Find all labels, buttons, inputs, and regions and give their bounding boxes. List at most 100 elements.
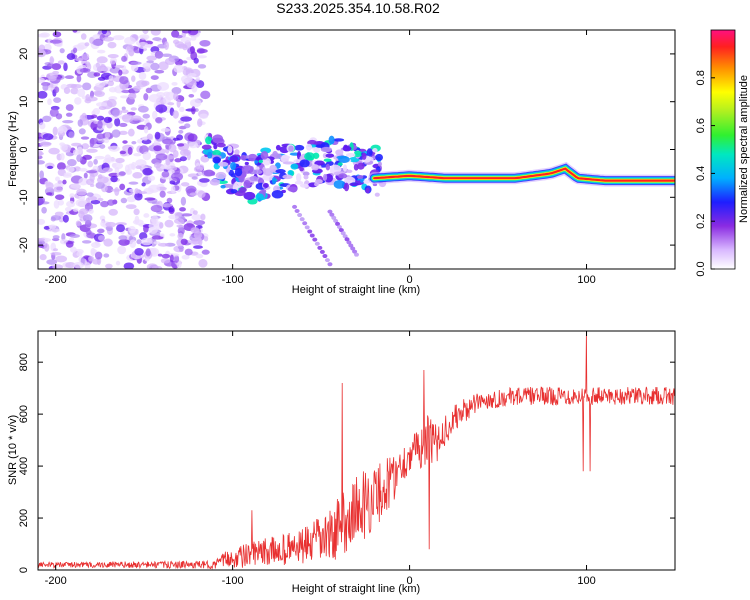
spectrogram-blob: [41, 81, 51, 87]
spectrogram-blob: [307, 229, 313, 234]
spectrogram-blob: [338, 156, 350, 164]
spectrogram-blob: [170, 185, 176, 194]
spectrogram-blob: [315, 144, 325, 148]
spectrogram-blob: [57, 60, 65, 65]
spectrogram-blob: [342, 164, 348, 172]
spectrogram-blob: [116, 224, 126, 233]
spectrogram-blob: [325, 163, 331, 171]
spectrogram-blob: [192, 210, 198, 215]
spectrogram-blob: [133, 85, 141, 92]
spectrogram-blob: [38, 139, 46, 143]
spectrogram-blob: [142, 113, 150, 119]
spectrogram-blob: [345, 153, 356, 157]
spectrogram-blob: [39, 141, 52, 147]
spectrogram-blob: [143, 125, 149, 134]
spectrogram-blob: [63, 172, 72, 177]
spectrogram-blob: [338, 173, 348, 179]
spectrogram-blob: [143, 213, 150, 218]
spectrogram-blob: [275, 144, 281, 151]
spectrogram-blob: [164, 57, 176, 66]
spectrogram-blob: [174, 218, 185, 225]
spectrogram-blob: [103, 137, 110, 144]
spectrogram-blob: [84, 42, 90, 47]
spectrogram-blob: [142, 167, 153, 176]
spectrogram-blob: [180, 182, 190, 187]
spectrogram-blob: [137, 138, 144, 144]
spectrogram-blob: [161, 253, 171, 259]
spectrogram-y-tick-label: 20: [18, 48, 30, 60]
spectrogram-blob: [181, 60, 188, 64]
spectrogram-blob: [243, 191, 256, 200]
spectrogram-blob: [199, 181, 208, 188]
spectrogram-blob: [152, 37, 162, 41]
spectrogram-blob: [55, 113, 63, 120]
spectrogram-blob: [309, 233, 315, 238]
spectrogram-x-tick-label: -100: [222, 274, 244, 286]
spectrogram-blob: [241, 164, 254, 174]
spectrogram-blob: [356, 174, 364, 180]
spectrogram-blob: [57, 180, 63, 184]
spectrogram-blob: [52, 235, 60, 239]
spectrogram-blob: [65, 262, 76, 269]
spectrogram-blob: [327, 209, 333, 214]
spectrogram-blob: [135, 165, 142, 170]
colorbar-tick-label: 0.4: [695, 166, 707, 181]
spectrogram-blob: [73, 208, 79, 212]
spectrogram-blob: [169, 180, 176, 185]
spectrogram-blob: [157, 253, 163, 257]
spectrogram-y-tick-label: -20: [18, 237, 30, 253]
spectrogram-blob: [75, 57, 84, 62]
spectrogram-blob: [90, 199, 101, 205]
spectrogram-blob: [171, 87, 182, 95]
spectrogram-blob: [287, 186, 298, 192]
spectrogram-blob: [297, 213, 303, 218]
spectrogram-blob: [90, 114, 98, 119]
spectrogram-blob: [87, 160, 94, 168]
spectrogram-blob: [86, 192, 94, 197]
spectrogram-blob: [142, 137, 148, 141]
spectrogram-blob: [82, 214, 93, 223]
spectrogram-blob: [161, 53, 173, 57]
spectrogram-blob: [104, 132, 111, 139]
spectrogram-blob: [48, 224, 57, 229]
spectrogram-blob: [49, 39, 62, 44]
spectrogram-blob: [294, 144, 305, 151]
spectrogram-blob: [118, 239, 130, 246]
spectrogram-blob: [312, 152, 320, 159]
spectrogram-blob: [130, 63, 139, 72]
spectrogram-blob: [155, 117, 163, 124]
spectrogram-blob: [39, 122, 46, 130]
spectrogram-blob: [172, 137, 180, 141]
spectrogram-blob: [71, 142, 82, 147]
spectrogram-blob: [185, 185, 197, 195]
spectrogram-blob: [346, 240, 352, 245]
spectrogram-blob: [249, 175, 258, 182]
spectrogram-blob: [150, 215, 159, 224]
spectrogram-blob: [59, 48, 65, 54]
spectrogram-blob: [100, 63, 106, 71]
spectrogram-blob: [122, 140, 128, 144]
spectrogram-blob: [165, 158, 171, 166]
spectrogram-blob: [150, 62, 160, 71]
spectrogram-blob: [121, 106, 126, 111]
spectrogram-blob: [240, 154, 247, 161]
spectrogram-blob: [172, 110, 179, 119]
spectrogram-blob: [106, 98, 117, 108]
spectrogram-blob: [86, 170, 98, 174]
spectrogram-blob: [198, 259, 208, 268]
spectrogram-blob: [271, 176, 277, 185]
spectrogram-blob: [200, 213, 206, 221]
spectrogram-blob: [333, 179, 345, 189]
spectrogram-blob: [98, 106, 107, 111]
spectrogram-blob: [134, 215, 140, 225]
spectrogram-blob: [105, 157, 117, 163]
spectrogram-blob: [203, 236, 209, 242]
spectrogram-blob: [197, 64, 207, 69]
spectrogram-blob: [193, 165, 203, 173]
spectrogram-blob: [157, 242, 169, 247]
spectrogram-blob: [66, 200, 76, 208]
spectrogram-blob: [271, 189, 284, 199]
spectrogram-blob: [314, 160, 325, 166]
spectrogram-blob: [179, 106, 185, 113]
spectrogram-blob: [151, 235, 164, 240]
